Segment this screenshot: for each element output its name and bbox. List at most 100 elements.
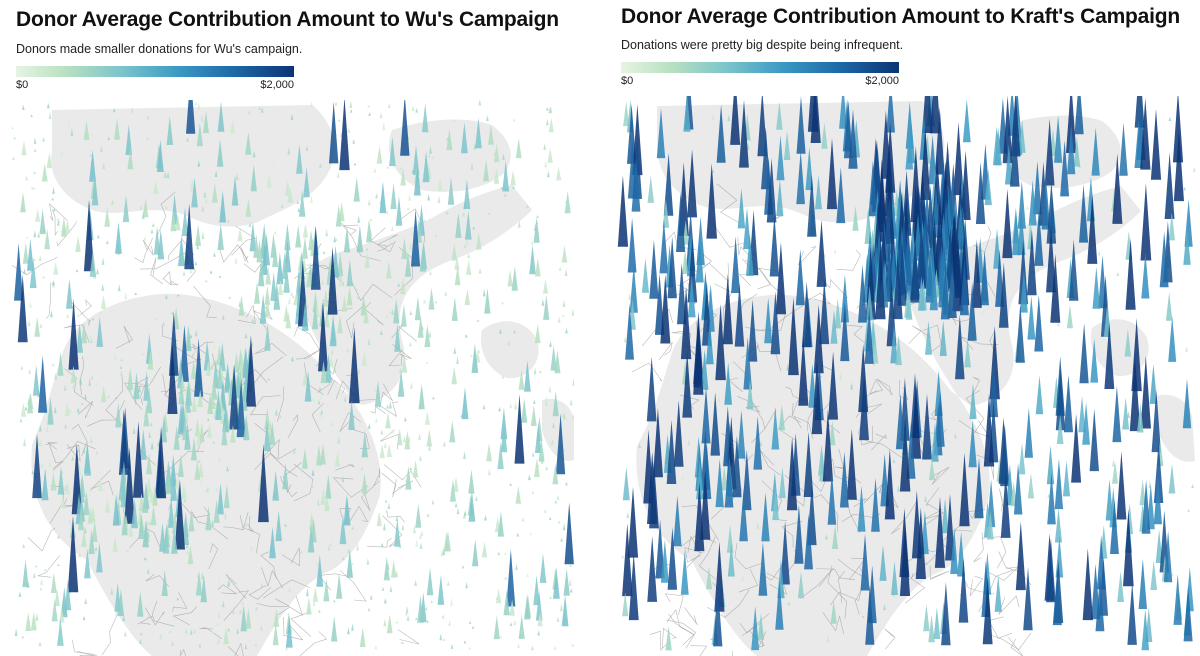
donation-spike <box>647 175 654 203</box>
small-donation-mark <box>367 338 371 346</box>
donation-spike <box>174 475 181 490</box>
donation-spike <box>815 175 822 210</box>
precinct-boundary <box>281 547 300 567</box>
small-donation-mark <box>530 240 534 245</box>
small-donation-mark <box>210 363 214 370</box>
small-donation-mark <box>53 406 57 414</box>
small-donation-mark <box>217 612 221 619</box>
small-donation-mark <box>244 519 248 528</box>
small-donation-mark <box>139 638 142 644</box>
small-donation-mark <box>94 546 98 551</box>
small-donation-mark <box>112 500 116 506</box>
small-donation-mark <box>356 542 359 551</box>
small-donation-mark <box>515 563 518 570</box>
donation-spike <box>776 101 783 130</box>
donation-spike <box>1010 96 1021 157</box>
donation-spike <box>75 235 81 252</box>
small-donation-mark <box>509 482 513 486</box>
donation-spike <box>534 458 540 477</box>
small-donation-mark <box>115 608 119 616</box>
small-donation-mark <box>548 385 552 393</box>
donation-spike <box>128 522 134 537</box>
donation-spike <box>114 118 120 140</box>
small-donation-mark <box>91 317 95 321</box>
small-donation-mark <box>216 622 219 626</box>
donation-spike <box>401 356 408 373</box>
precinct-boundary <box>339 412 362 432</box>
donation-spike <box>96 542 103 573</box>
small-donation-mark <box>203 192 207 195</box>
precinct-boundary <box>662 627 677 649</box>
donation-spike <box>737 188 746 229</box>
small-donation-mark <box>197 160 201 167</box>
donation-spike <box>859 373 869 441</box>
donation-spike <box>730 96 741 145</box>
wu-spike-map <box>12 100 574 656</box>
donation-spike <box>953 122 964 196</box>
small-donation-mark <box>549 106 553 113</box>
donation-spike <box>104 498 111 513</box>
small-donation-mark <box>478 268 482 274</box>
donation-spike <box>216 139 224 167</box>
donation-spike <box>931 422 939 462</box>
small-donation-mark <box>381 586 385 591</box>
donation-spike <box>649 239 659 299</box>
donation-spike <box>190 359 197 380</box>
donation-spike <box>150 504 157 526</box>
small-donation-mark <box>13 136 17 140</box>
small-donation-mark <box>431 155 435 160</box>
donation-spike <box>721 466 728 491</box>
small-donation-mark <box>553 646 557 650</box>
small-donation-mark <box>291 356 294 362</box>
small-donation-mark <box>409 467 413 471</box>
small-donation-mark <box>56 220 60 226</box>
donation-spike <box>78 506 85 531</box>
donation-spike <box>57 617 64 646</box>
donation-spike <box>454 265 461 286</box>
donation-spike <box>1046 225 1056 293</box>
donation-spike <box>795 249 805 306</box>
donation-spike <box>550 345 557 371</box>
kraft-legend-max-label: $2,000 <box>865 75 899 87</box>
donation-spike <box>680 550 689 595</box>
precinct-boundary <box>318 573 350 591</box>
donation-spike <box>303 167 310 198</box>
small-donation-mark <box>40 578 43 585</box>
precinct-boundary <box>346 305 365 339</box>
donation-spike <box>940 263 950 320</box>
small-donation-mark <box>34 565 38 568</box>
donation-spike <box>627 486 639 558</box>
small-donation-mark <box>129 387 132 394</box>
precinct-boundary <box>969 575 984 597</box>
donation-spike <box>713 586 723 647</box>
precinct-boundary <box>240 246 249 264</box>
donation-spike <box>840 274 849 323</box>
donation-spike <box>751 605 760 651</box>
donation-spike <box>476 232 482 250</box>
donation-spike <box>198 423 205 443</box>
small-donation-mark <box>1185 346 1188 352</box>
donation-spike <box>361 431 368 458</box>
donation-spike <box>66 278 73 309</box>
donation-spike <box>778 404 785 431</box>
donation-spike <box>1035 375 1044 415</box>
donation-spike <box>283 265 290 293</box>
small-donation-mark <box>197 459 201 463</box>
donation-spike <box>534 423 542 453</box>
small-donation-mark <box>833 248 837 254</box>
donation-spike <box>84 548 91 579</box>
donation-spike <box>229 364 239 430</box>
donation-spike <box>175 213 181 231</box>
precinct-boundary <box>49 203 68 221</box>
donation-spike <box>1060 140 1070 197</box>
small-donation-mark <box>25 236 29 239</box>
donation-spike <box>518 614 525 639</box>
small-donation-mark <box>28 368 31 374</box>
small-donation-mark <box>442 638 446 641</box>
small-donation-mark <box>189 333 193 339</box>
precinct-boundary <box>739 613 770 634</box>
donation-spike <box>266 174 272 188</box>
precinct-boundary <box>150 257 163 285</box>
donation-spike <box>184 385 191 413</box>
donation-spike <box>714 541 725 612</box>
